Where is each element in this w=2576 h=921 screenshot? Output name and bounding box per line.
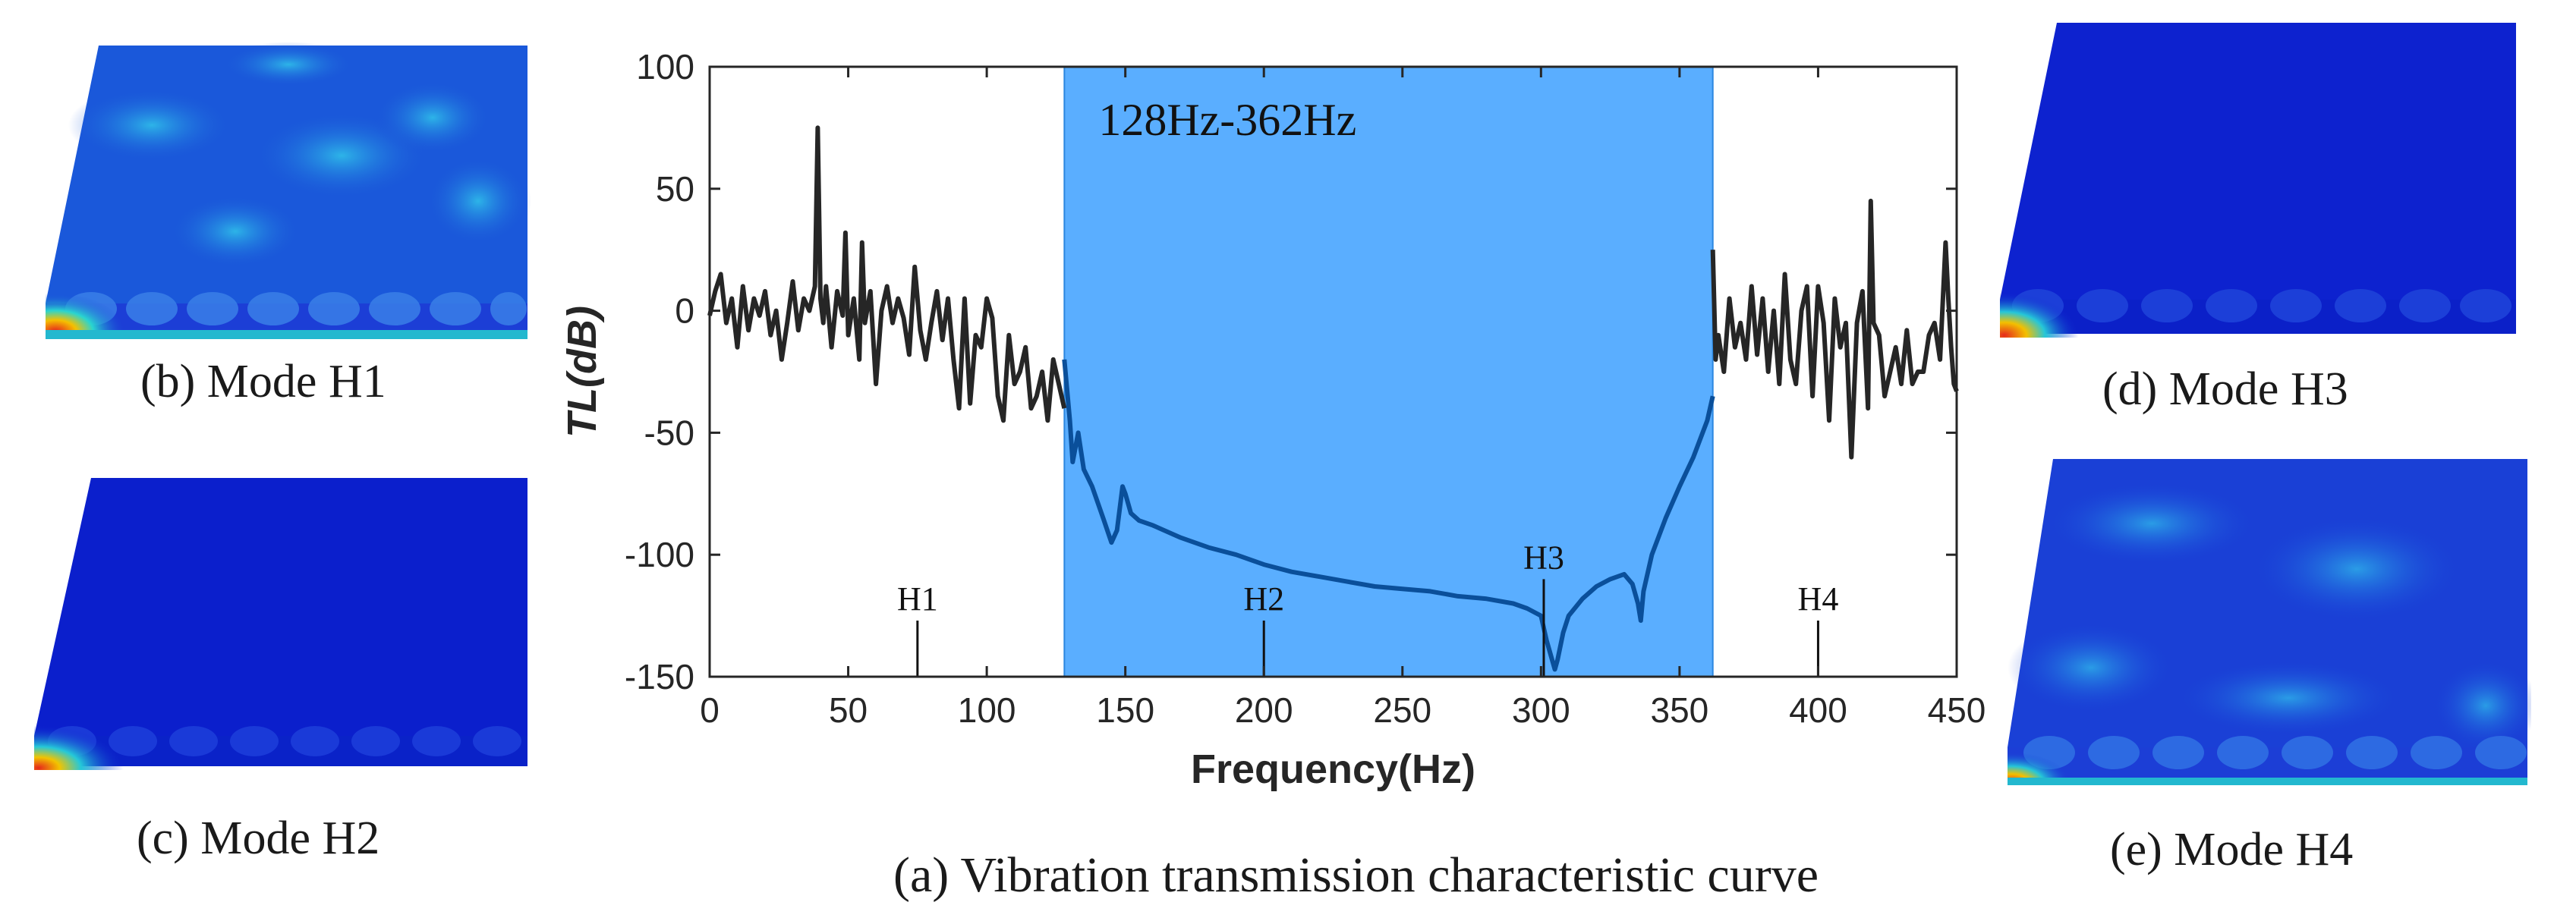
caption-mode-h1: (b) Mode H1 <box>140 356 386 407</box>
marker-layer: H1 H2 H3 H4 <box>897 539 1838 677</box>
series-layer <box>707 125 1959 672</box>
ticks-layer: 0 50 100 150 200 250 300 350 400 450 100 50 0 -50 -100… <box>625 47 1986 730</box>
y-tick-label: 100 <box>636 47 694 86</box>
y-tick-label: -150 <box>625 657 694 696</box>
series-line-1 <box>1062 359 1715 672</box>
x-tick-label: 450 <box>1928 690 1986 730</box>
y-tick-label: 0 <box>675 291 694 331</box>
band-gap-region <box>1063 66 1714 677</box>
series-line-2 <box>1710 198 1959 460</box>
mode-h2-image <box>34 478 527 770</box>
plot-frame <box>708 65 1958 678</box>
marker-label-h3: H3 <box>1523 539 1564 576</box>
x-tick-label: 250 <box>1373 690 1431 730</box>
marker-label-h1: H1 <box>897 580 938 618</box>
y-tick-label: -100 <box>625 535 694 574</box>
x-tick-label: 0 <box>700 690 720 730</box>
x-axis-title: Frequency(Hz) <box>1191 747 1475 792</box>
x-tick-label: 400 <box>1789 690 1847 730</box>
mode-h4-image <box>2008 459 2531 785</box>
marker-label-h2: H2 <box>1243 580 1284 618</box>
caption-mode-h3: (d) Mode H3 <box>2102 363 2348 415</box>
y-tick-label: 50 <box>656 169 694 209</box>
chart-title: (a) Vibration transmission characteristi… <box>893 847 1819 903</box>
y-tick-label: -50 <box>644 413 694 452</box>
x-tick-label: 100 <box>958 690 1016 730</box>
x-tick-label: 50 <box>829 690 868 730</box>
x-tick-label: 300 <box>1512 690 1570 730</box>
caption-mode-h4: (e) Mode H4 <box>2110 824 2354 875</box>
series-line-0 <box>707 125 1067 423</box>
x-tick-label: 350 <box>1651 690 1709 730</box>
marker-label-h4: H4 <box>1798 580 1839 618</box>
mode-h3-image <box>2000 23 2516 338</box>
mode-h1-image <box>46 42 531 339</box>
band-gap-label: 128Hz-362Hz <box>1098 95 1356 145</box>
x-tick-label: 200 <box>1235 690 1293 730</box>
caption-mode-h2: (c) Mode H2 <box>137 813 380 864</box>
x-tick-label: 150 <box>1096 690 1154 730</box>
y-axis-title: TL(dB) <box>559 306 605 438</box>
